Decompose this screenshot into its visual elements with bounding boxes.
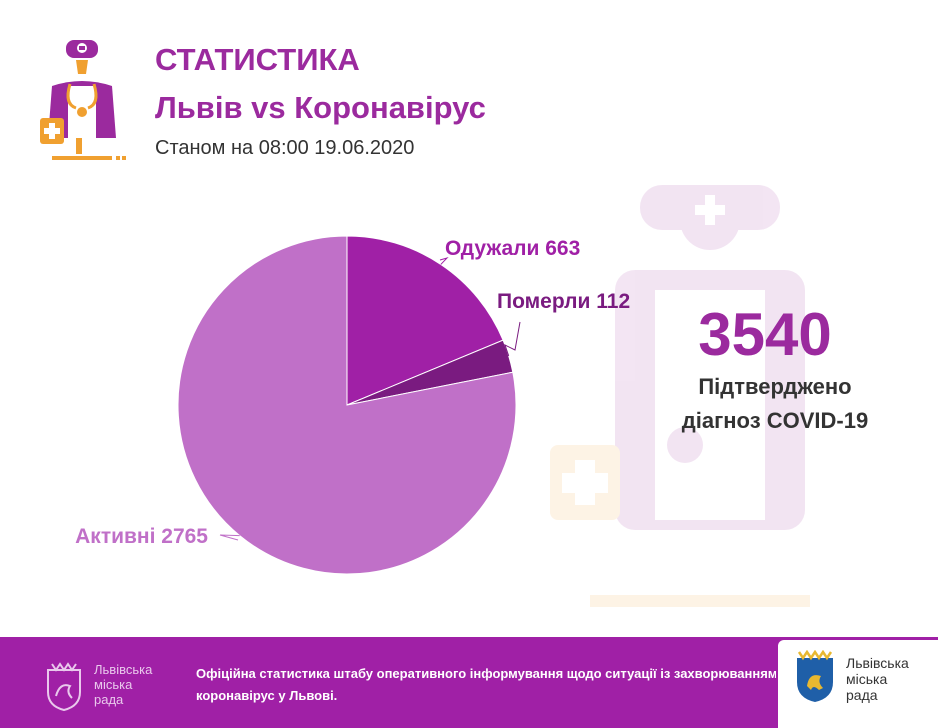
footer-left-logo-line2: міська [94, 677, 133, 692]
pie-label-2: Померли 112 [497, 290, 630, 313]
city-council-crest-color-icon [797, 650, 833, 702]
total-label-line1: Підтверджено [698, 374, 852, 399]
page-subtitle: Львів vs Коронавірус [155, 90, 486, 125]
footer-left-logo-line1: Львівська [94, 662, 153, 677]
footer-right-logo-line2: міська [846, 671, 888, 687]
doctor-logo-icon [40, 40, 126, 160]
footer-note-line1: Офіційна статистика штабу оперативного і… [196, 666, 776, 681]
pie-leader-2 [504, 321, 521, 357]
footer-right-logo-line1: Львівська [846, 655, 909, 671]
footer-note: Офіційна статистика штабу оперативного і… [196, 663, 776, 707]
total-label-line2: діагноз COVID-19 [681, 408, 869, 433]
pie-leader-3 [219, 534, 240, 541]
footer-right-logo-text: Львівська міська рада [846, 655, 909, 703]
page-title: СТАТИСТИКА [155, 42, 360, 77]
background-doctor-illustration [550, 185, 810, 607]
footer-note-line2: коронавірус у Львові. [196, 688, 338, 703]
total-confirmed-number: 3540 [698, 301, 832, 368]
pie-slice-1 [346, 235, 504, 406]
pie-slice-3 [177, 235, 517, 575]
as-of-date: Станом на 08:00 19.06.2020 [155, 137, 415, 159]
footer-right-logo-line3: рада [846, 687, 878, 703]
total-confirmed-label: Підтверджено діагноз COVID-19 [650, 370, 900, 438]
city-council-crest-icon [47, 662, 81, 712]
footer-left-logo-line3: рада [94, 692, 124, 707]
pie-label-3: Активні 2765 [75, 525, 208, 548]
pie-label-1: Одужали 663 [445, 237, 580, 260]
footer-left-logo-text: Львівська міська рада [94, 662, 152, 707]
pie-chart: Одужали 663 Померли 112 Активні 2765 [75, 235, 630, 575]
pie-leader-1 [439, 257, 449, 265]
